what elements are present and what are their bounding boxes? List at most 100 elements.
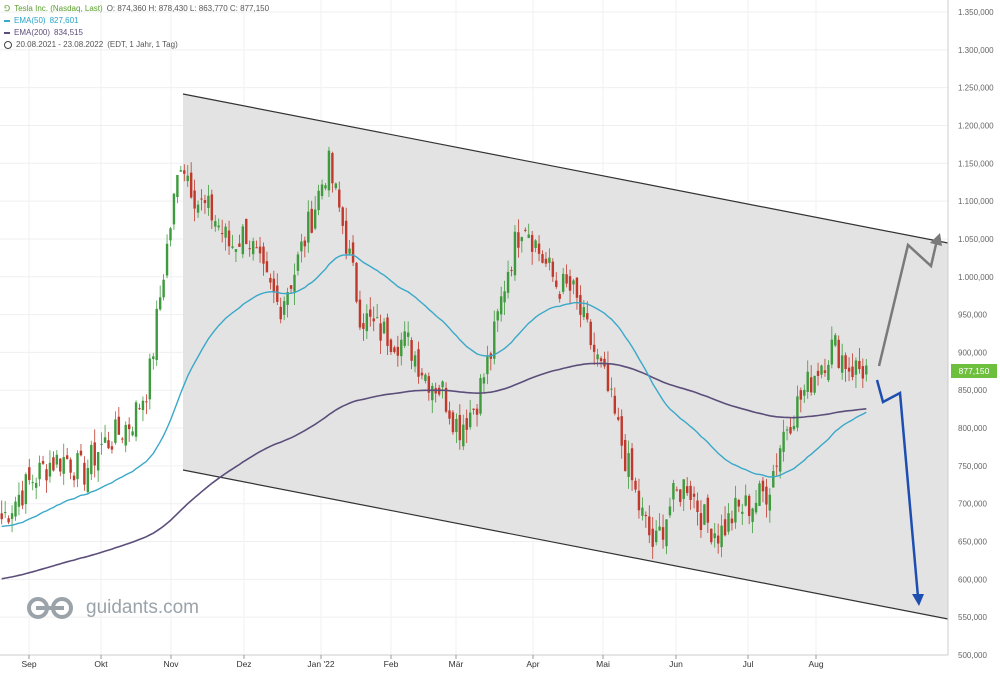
candle-up: [224, 226, 227, 238]
candle-up: [572, 280, 575, 285]
ema50-label: EMA(50): [14, 16, 46, 25]
candle-down: [303, 240, 307, 247]
x-tick-label: Okt: [94, 659, 108, 669]
candle-up: [17, 494, 21, 507]
candle-down: [699, 513, 703, 530]
candle-up: [641, 507, 644, 516]
candle-down: [248, 248, 251, 250]
candle-up: [486, 356, 489, 375]
candle-down: [692, 493, 696, 497]
candle-up: [424, 374, 427, 382]
candle-up: [324, 185, 327, 189]
candle-down: [203, 199, 207, 204]
candle-up: [217, 225, 220, 228]
candle-down: [723, 519, 727, 536]
candle-down: [189, 172, 193, 198]
candle-down: [747, 495, 751, 517]
y-tick-label: 650,000: [958, 538, 987, 547]
candle-up: [172, 193, 176, 225]
candle-up: [282, 301, 286, 315]
candle-down: [28, 467, 31, 481]
candle-up: [24, 474, 28, 505]
candle-down: [606, 364, 610, 392]
candle-down: [289, 285, 293, 289]
candle-down: [799, 390, 803, 400]
candle-down: [255, 247, 258, 249]
candle-down: [355, 262, 358, 302]
candle-down: [72, 475, 76, 481]
candle-down: [448, 410, 451, 419]
candle-down: [444, 387, 448, 412]
y-tick-label: 900,000: [958, 348, 987, 357]
x-tick-label: Mär: [449, 659, 464, 669]
x-tick-label: Nov: [163, 659, 179, 669]
candle-up: [307, 211, 310, 243]
ema200-line: [1, 362, 867, 580]
candle-up: [296, 254, 300, 271]
candle-down: [510, 270, 513, 272]
candle-up: [727, 513, 730, 532]
candle-down: [644, 514, 648, 517]
candle-up: [754, 502, 758, 513]
candle-up: [320, 184, 324, 197]
candle-up: [300, 241, 303, 252]
channel-lower-line: [182, 469, 949, 620]
candle-up: [86, 467, 90, 493]
candle-up: [251, 241, 255, 255]
candle-down: [737, 499, 741, 507]
candle-up: [713, 533, 716, 539]
clock-icon: [4, 41, 12, 49]
candle-down: [809, 377, 813, 393]
candle-down: [41, 461, 45, 464]
candle-up: [741, 511, 744, 514]
candle-up: [830, 339, 834, 365]
candle-down: [258, 246, 262, 254]
x-tick-label: Jun: [669, 659, 683, 669]
ema50-line: [1, 254, 867, 528]
candle-up: [806, 371, 809, 392]
candle-up: [10, 513, 14, 519]
candle-up: [468, 412, 472, 428]
candle-down: [551, 261, 555, 277]
x-tick-label: Aug: [808, 659, 823, 669]
y-tick-label: 1.300,000: [958, 46, 994, 55]
candle-down: [816, 370, 820, 376]
candle-down: [362, 323, 365, 329]
candle-up: [234, 249, 238, 252]
candle-down: [858, 360, 861, 370]
candle-down: [861, 366, 865, 379]
candle-down: [689, 485, 692, 500]
candle-up: [313, 209, 317, 229]
candle-up: [155, 308, 158, 361]
candle-up: [751, 508, 754, 522]
guidants-logo-icon: [27, 597, 73, 619]
candle-up: [48, 462, 52, 477]
candle-up: [496, 311, 499, 321]
candle-down: [338, 189, 341, 208]
x-tick-label: Dez: [236, 659, 251, 669]
candle-down: [117, 416, 121, 435]
candle-down: [183, 170, 186, 174]
candle-up: [348, 248, 351, 254]
bullish-arrowhead-icon: [930, 233, 942, 246]
y-tick-label: 550,000: [958, 613, 987, 622]
candle-up: [365, 313, 369, 332]
candle-up: [513, 231, 517, 276]
candle-up: [768, 494, 772, 511]
candle-down: [685, 486, 689, 494]
candle-up: [403, 331, 406, 346]
candle-up: [134, 402, 138, 437]
candle-up: [654, 530, 658, 543]
candle-down: [761, 480, 765, 492]
candle-down: [537, 243, 541, 254]
candle-up: [441, 381, 444, 388]
candle-down: [589, 321, 592, 346]
candle-down: [238, 243, 241, 247]
candle-up: [196, 204, 200, 213]
ema50-swatch-icon: [4, 20, 10, 22]
ema200-swatch-icon: [4, 32, 10, 34]
candle-down: [558, 294, 561, 299]
candle-up: [803, 389, 806, 396]
candle-down: [575, 277, 579, 298]
